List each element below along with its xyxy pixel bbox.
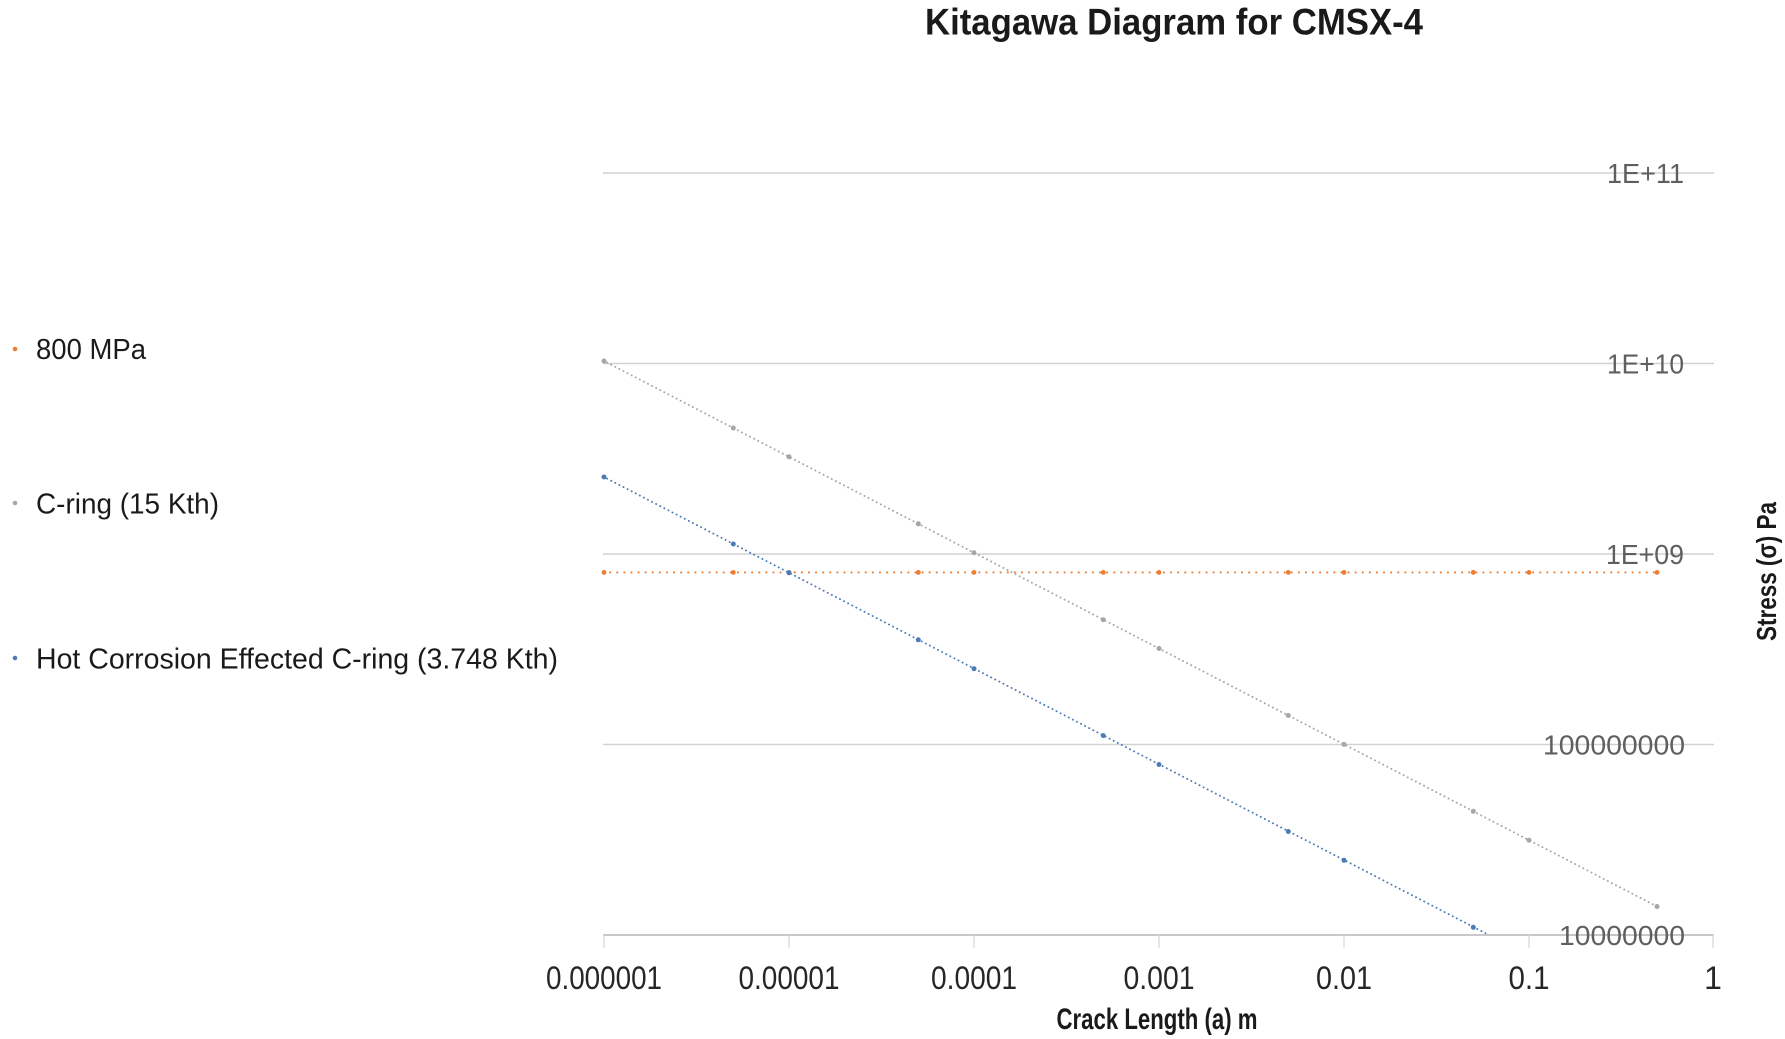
svg-text:0.00001: 0.00001 [739,960,840,996]
svg-text:C-ring (15 Kth): C-ring (15 Kth) [36,489,219,521]
svg-text:1E+09: 1E+09 [1606,539,1684,570]
svg-text:10000000: 10000000 [1559,920,1685,951]
svg-text:0.0001: 0.0001 [931,960,1017,996]
svg-text:1E+10: 1E+10 [1607,349,1684,380]
svg-text:0.01: 0.01 [1316,960,1372,996]
svg-text:0.000001: 0.000001 [546,960,662,996]
svg-text:800 MPa: 800 MPa [36,334,147,366]
svg-text:Stress (σ) Pa: Stress (σ) Pa [1751,502,1782,641]
svg-text:Crack Length (a) m: Crack Length (a) m [1057,1003,1258,1036]
svg-text:0.1: 0.1 [1509,960,1550,996]
svg-text:100000000: 100000000 [1543,730,1685,761]
svg-text:1: 1 [1704,960,1722,996]
svg-text:Kitagawa Diagram for CMSX-4: Kitagawa Diagram for CMSX-4 [925,2,1423,43]
svg-text:Hot Corrosion Effected C-ring: Hot Corrosion Effected C-ring (3.748 Kth… [36,644,558,676]
svg-text:0.001: 0.001 [1124,960,1195,996]
svg-text:1E+11: 1E+11 [1607,158,1684,189]
